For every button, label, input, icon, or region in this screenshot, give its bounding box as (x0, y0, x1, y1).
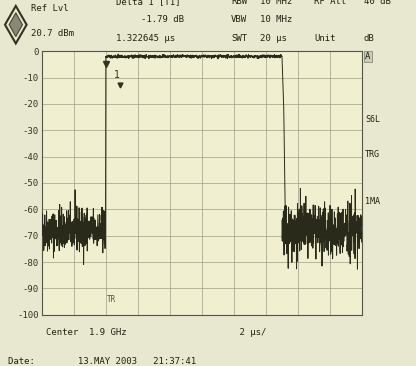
Polygon shape (9, 13, 22, 37)
Text: Ref Lvl: Ref Lvl (31, 4, 69, 13)
Text: -1.79 dB: -1.79 dB (141, 15, 184, 24)
Text: A: A (365, 52, 371, 61)
Text: 10 MHz: 10 MHz (260, 0, 292, 6)
Text: 1.322645 μs: 1.322645 μs (116, 34, 176, 42)
Text: Delta 1 [T1]: Delta 1 [T1] (116, 0, 181, 6)
Text: S6L: S6L (365, 115, 380, 124)
Text: 40 dB: 40 dB (364, 0, 391, 6)
Text: RBW: RBW (231, 0, 247, 6)
Text: RF Att: RF Att (314, 0, 347, 6)
Text: 20.7 dBm: 20.7 dBm (31, 29, 74, 38)
Text: TR: TR (107, 295, 116, 303)
Text: 1MA: 1MA (365, 197, 380, 206)
Text: 20 μs: 20 μs (260, 34, 287, 42)
Text: 1: 1 (114, 70, 119, 79)
Text: SWT: SWT (231, 34, 247, 42)
Text: Center  1.9 GHz                     2 μs/: Center 1.9 GHz 2 μs/ (46, 328, 266, 337)
Text: Date:        13.MAY 2003   21:37:41: Date: 13.MAY 2003 21:37:41 (8, 357, 196, 366)
Text: VBW: VBW (231, 15, 247, 24)
Text: TRG: TRG (365, 150, 380, 158)
Text: dB: dB (364, 34, 375, 42)
Text: Unit: Unit (314, 34, 336, 42)
Text: 10 MHz: 10 MHz (260, 15, 292, 24)
